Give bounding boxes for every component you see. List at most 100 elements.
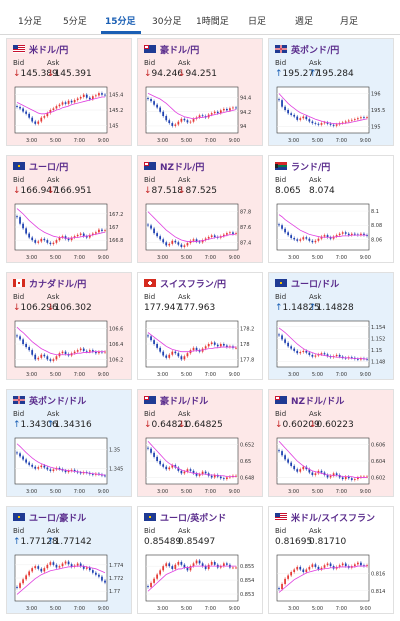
ask-value: ↓94.251 — [178, 69, 217, 79]
price-chart[interactable]: 0.855 0.854 0.853 3:00 5:00 7:00 9:00 — [142, 551, 260, 613]
candle — [195, 347, 198, 351]
tab-1[interactable]: 5分足 — [63, 17, 87, 27]
candle — [40, 354, 43, 358]
rate-card[interactable]: NZドル/円 Bid Ask ↓87.518 ↓87.525 87.8 87.6 87.4 3:… — [137, 155, 263, 263]
candle — [28, 571, 31, 576]
price-chart[interactable]: 1.154 1.152 1.15 1.148 3:00 5:00 7:00 9:00 — [273, 317, 391, 379]
bid-label: Bid — [144, 293, 156, 301]
ask-price: 177.963 — [178, 303, 216, 313]
rate-card[interactable]: 米ドル/スイスフラン Bid Ask 0.81695 0.81710 0.816 0.814… — [268, 506, 394, 614]
x-tick-label: 5:00 — [181, 489, 192, 495]
candle — [186, 567, 189, 571]
pair-name[interactable]: ユーロ/英ポンド — [160, 514, 227, 524]
candle — [232, 475, 234, 477]
tab-3[interactable]: 30分足 — [152, 17, 182, 27]
rate-card[interactable]: 米ドル/円 Bid Ask ↓145.389 ↓145.391 145.4 145.2 145… — [6, 38, 132, 146]
candle — [162, 566, 165, 571]
rate-card[interactable]: 豪ドル/ドル Bid Ask ↓0.64821 ↓0.64825 0.652 0.65 0.6… — [137, 389, 263, 497]
candle — [159, 107, 162, 112]
candle — [317, 566, 320, 570]
price-chart[interactable]: 8.1 8.08 8.06 3:00 5:00 7:00 9:00 — [273, 200, 391, 262]
rate-card[interactable]: ユーロ/豪ドル Bid Ask ↑1.77128 ↑1.77142 1.774 1.772 1… — [6, 506, 132, 614]
price-chart[interactable]: 0.606 0.604 0.602 3:00 5:00 7:00 9:00 — [273, 434, 391, 496]
candle — [213, 561, 216, 565]
pair-name[interactable]: 英ポンド/円 — [291, 46, 340, 56]
candle — [332, 124, 335, 126]
price-chart[interactable]: 145.4 145.2 145 3:00 5:00 7:00 9:00 — [11, 83, 129, 145]
pair-name[interactable]: 豪ドル/ドル — [160, 397, 209, 407]
price-chart[interactable]: 87.8 87.6 87.4 3:00 5:00 7:00 9:00 — [142, 200, 260, 262]
price-chart[interactable]: 94.4 94.2 94 3:00 5:00 7:00 9:00 — [142, 83, 260, 145]
candle — [150, 225, 152, 229]
rate-card[interactable]: NZドル/ドル Bid Ask ↓0.60209 ↓0.60223 0.606 0.604 0… — [268, 389, 394, 497]
price-chart[interactable]: 196 195.5 195 3:00 5:00 7:00 9:00 — [273, 83, 391, 145]
candle — [284, 578, 286, 584]
tab-5[interactable]: 日足 — [248, 17, 267, 27]
pair-name[interactable]: ユーロ/円 — [29, 163, 69, 173]
price-chart[interactable]: 178.2 178 177.8 3:00 5:00 7:00 9:00 — [142, 317, 260, 379]
candle — [226, 563, 228, 565]
price-chart[interactable]: 106.6 106.4 106.2 3:00 5:00 7:00 9:00 — [11, 317, 129, 379]
candle — [49, 469, 52, 471]
ask-label: Ask — [47, 527, 60, 535]
rate-card[interactable]: ランド/円 Bid Ask 8.065 8.074 8.1 8.08 8.06 3:00 5:00… — [268, 155, 394, 263]
candle — [284, 228, 286, 233]
candle — [296, 566, 299, 570]
pair-name[interactable]: ユーロ/ドル — [291, 280, 340, 290]
pair-name[interactable]: 豪ドル/円 — [160, 46, 200, 56]
rate-card[interactable]: スイスフラン/円 Bid Ask 177.947 177.963 178.2 178 177.… — [137, 272, 263, 380]
candle — [235, 475, 237, 477]
tab-0[interactable]: 1分足 — [18, 17, 42, 27]
pair-name[interactable]: 英ポンド/ドル — [29, 397, 87, 407]
y-tick-label: 166.8 — [109, 238, 123, 244]
candle — [314, 123, 317, 124]
price-chart[interactable]: 0.816 0.814 3:00 5:00 7:00 9:00 — [273, 551, 391, 613]
x-tick-label: 9:00 — [98, 138, 109, 144]
pair-name[interactable]: NZドル/円 — [160, 163, 205, 173]
plot-area — [276, 320, 370, 368]
candle — [153, 101, 155, 105]
rate-card[interactable]: 豪ドル/円 Bid Ask ↓94.246 ↓94.251 94.4 94.2 94 3:00 5… — [137, 38, 263, 146]
tab-7[interactable]: 月足 — [340, 17, 359, 27]
bid-price: 0.85489 — [144, 537, 182, 547]
rate-card[interactable]: 英ポンド/ドル Bid Ask ↑1.34306 ↑1.34316 1.35 1.345 3:… — [6, 389, 132, 497]
price-chart[interactable]: 0.652 0.65 0.648 3:00 5:00 7:00 9:00 — [142, 434, 260, 496]
tab-6[interactable]: 週足 — [295, 17, 314, 27]
rate-card[interactable]: 英ポンド/円 Bid Ask ↑195.277 ↑195.284 196 195.5 195 3… — [268, 38, 394, 146]
candle — [329, 475, 332, 478]
candle — [61, 563, 64, 567]
candle — [55, 564, 58, 568]
candle — [198, 474, 201, 476]
rate-card[interactable]: カナダドル/円 Bid Ask ↓106.296 ↓106.302 106.6 106.4 1… — [6, 272, 132, 380]
tab-4[interactable]: 1時間足 — [196, 17, 229, 27]
price-chart[interactable]: 1.35 1.345 3:00 5:00 7:00 9:00 — [11, 434, 129, 496]
bid-label: Bid — [13, 527, 25, 535]
pair-name[interactable]: カナダドル/円 — [29, 280, 87, 290]
candle — [350, 233, 353, 236]
y-tick-label: 1.154 — [371, 325, 385, 331]
candle — [19, 583, 21, 588]
candle — [31, 117, 34, 122]
pair-name[interactable]: ユーロ/豪ドル — [29, 514, 87, 524]
candle — [168, 467, 171, 470]
x-tick-label: 5:00 — [50, 372, 61, 378]
tab-2[interactable]: 15分足 — [105, 17, 136, 27]
candle — [162, 239, 165, 243]
pair-name[interactable]: 米ドル/スイスフラン — [291, 514, 376, 524]
candle — [326, 563, 329, 566]
pair-name[interactable]: ランド/円 — [291, 163, 331, 173]
pair-name[interactable]: NZドル/ドル — [291, 397, 345, 407]
price-chart[interactable]: 167.2 167 166.8 3:00 5:00 7:00 9:00 — [11, 200, 129, 262]
rate-card[interactable]: ユーロ/ドル Bid Ask ↑1.14825 ↑1.14828 1.154 1.152 1.… — [268, 272, 394, 380]
rate-card[interactable]: ユーロ/英ポンド Bid Ask 0.85489 0.85497 0.855 0.854 0.… — [137, 506, 263, 614]
rate-card[interactable]: ユーロ/円 Bid Ask ↓166.947 ↓166.951 167.2 167 166.8… — [6, 155, 132, 263]
price-chart[interactable]: 1.774 1.772 1.77 3:00 5:00 7:00 9:00 — [11, 551, 129, 613]
candle — [156, 456, 158, 461]
candle — [16, 106, 18, 107]
candle — [171, 566, 174, 569]
candle — [73, 236, 76, 238]
candle — [153, 578, 155, 583]
pair-name[interactable]: スイスフラン/円 — [160, 280, 227, 290]
pair-name[interactable]: 米ドル/円 — [29, 46, 69, 56]
x-tick-label: 7:00 — [205, 489, 216, 495]
